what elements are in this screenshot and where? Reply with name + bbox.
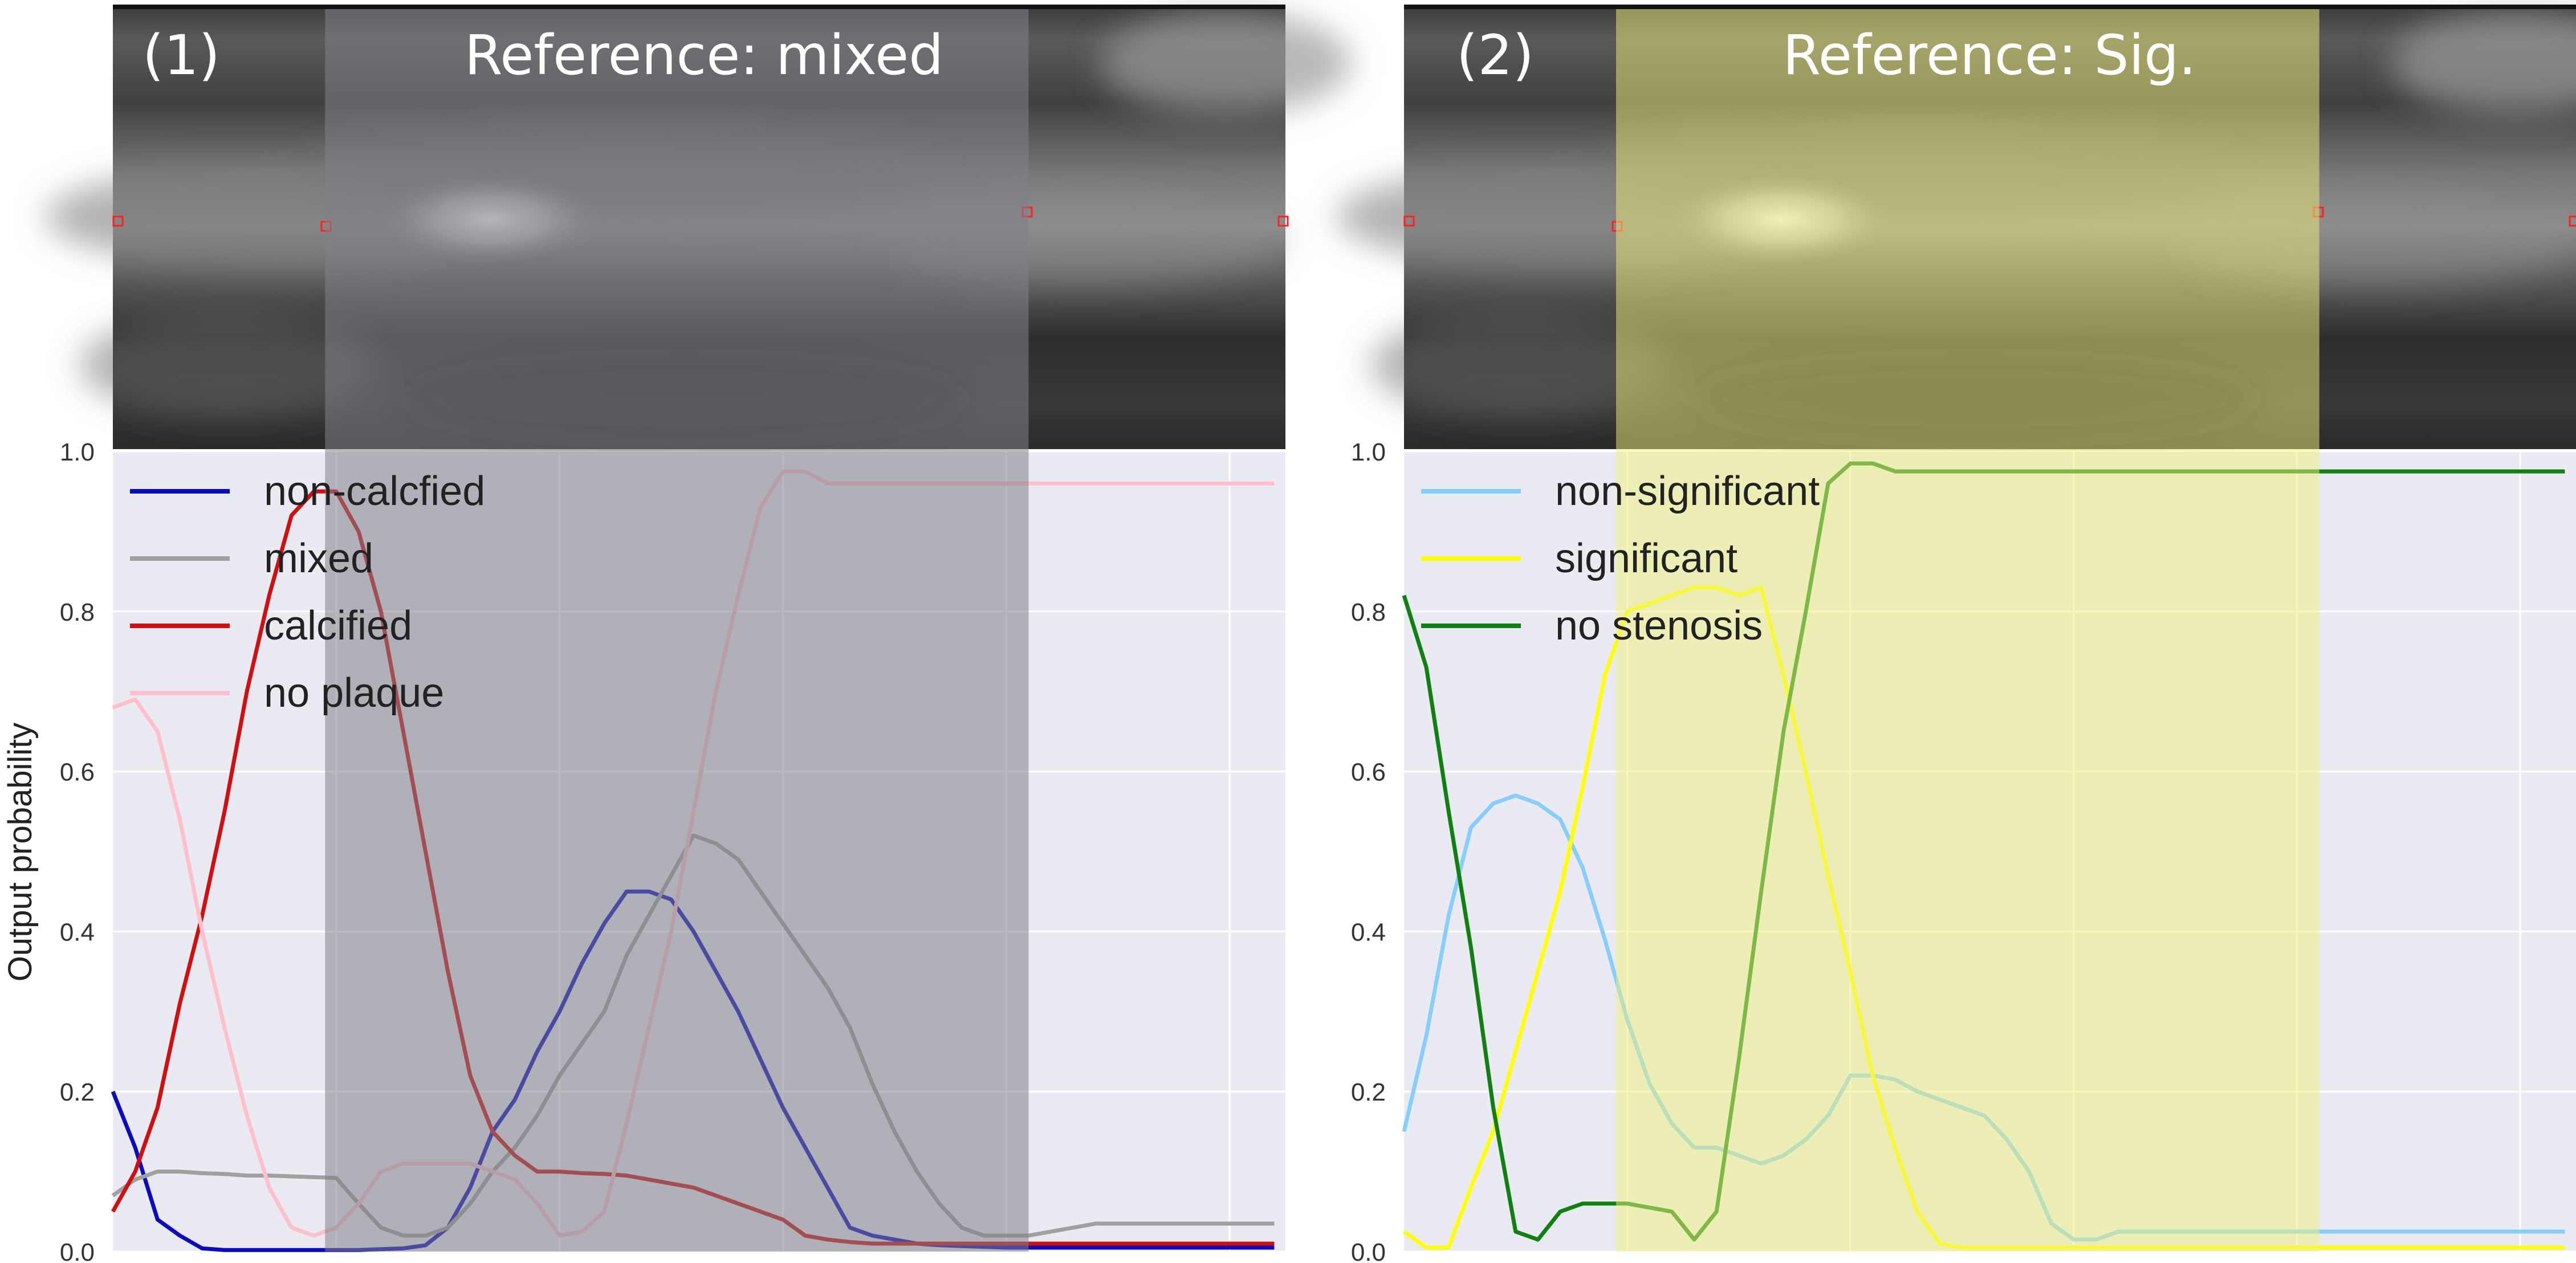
legend-label-non-significant: non-significant [1555,468,1820,514]
highlight-band-1 [325,9,1029,1252]
plot-2-legend: non-significant significant no stenosis [1421,468,1820,649]
legend-label-mixed: mixed [264,536,373,581]
highlight-bands [325,9,2319,1252]
plot-1-legend: non-calcfied mixed calcified no plaque [130,468,485,716]
y-tick-label: 0.8 [1351,598,1386,626]
plot-1-y-ticks: 0.0 0.2 0.4 0.6 0.8 1.0 [60,438,95,1263]
highlight-band-2 [1616,9,2319,1252]
legend-label-significant: significant [1555,536,1737,581]
y-tick-label: 0.0 [60,1238,95,1263]
y-tick-label: 0.8 [60,598,95,626]
y-tick-label: 0.2 [1351,1078,1386,1106]
y-tick-label: 0.6 [60,759,95,787]
plot-2-y-ticks: 0.0 0.2 0.4 0.6 0.8 1.0 [1351,438,1386,1263]
y-tick-label: 1.0 [1351,438,1386,466]
y-tick-label: 1.0 [60,438,95,466]
y-tick-label: 0.4 [60,918,95,946]
y-tick-label: 0.0 [1351,1238,1386,1263]
panel-2-reference-label: Reference: Sig. [1783,23,2196,87]
y-tick-label: 0.6 [1351,759,1386,787]
y-axis-label: Output probability [2,723,39,982]
legend-label-no-plaque: no plaque [264,670,444,716]
y-tick-label: 0.2 [60,1078,95,1106]
legend-label-no-stenosis: no stenosis [1555,603,1763,649]
panel-1-label: (1) [143,23,220,87]
y-tick-label: 0.4 [1351,918,1386,946]
legend-label-non-calcfied: non-calcfied [264,468,485,514]
panel-2-label: (2) [1456,23,1534,87]
panel-1-reference-label: Reference: mixed [465,23,943,87]
legend-label-calcified: calcified [264,603,412,649]
